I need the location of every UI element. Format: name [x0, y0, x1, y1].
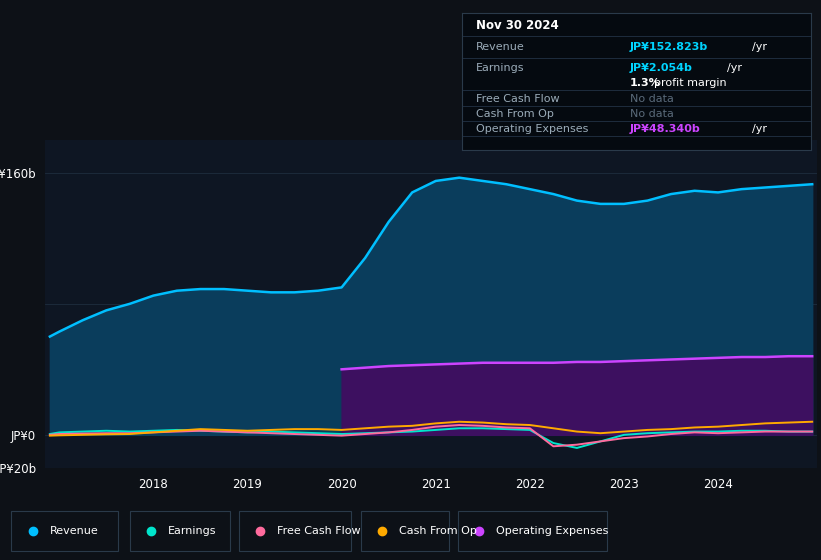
Text: Operating Expenses: Operating Expenses: [476, 124, 589, 134]
Text: /yr: /yr: [752, 42, 767, 52]
Text: Earnings: Earnings: [168, 526, 217, 535]
Text: /yr: /yr: [752, 124, 767, 134]
Text: Operating Expenses: Operating Expenses: [496, 526, 608, 535]
Text: Cash From Op: Cash From Op: [476, 109, 554, 119]
Text: /yr: /yr: [727, 63, 742, 73]
Text: Cash From Op: Cash From Op: [399, 526, 477, 535]
Text: JP¥48.340b: JP¥48.340b: [630, 124, 700, 134]
Text: Revenue: Revenue: [476, 42, 525, 52]
Text: Earnings: Earnings: [476, 63, 525, 73]
Text: Nov 30 2024: Nov 30 2024: [476, 18, 559, 32]
Text: 1.3%: 1.3%: [630, 78, 660, 88]
Text: JP¥152.823b: JP¥152.823b: [630, 42, 708, 52]
Text: JP¥2.054b: JP¥2.054b: [630, 63, 693, 73]
Text: Revenue: Revenue: [49, 526, 99, 535]
Text: Free Cash Flow: Free Cash Flow: [476, 94, 560, 104]
Text: No data: No data: [630, 109, 673, 119]
Text: No data: No data: [630, 94, 673, 104]
Text: profit margin: profit margin: [654, 78, 727, 88]
Text: Free Cash Flow: Free Cash Flow: [277, 526, 361, 535]
